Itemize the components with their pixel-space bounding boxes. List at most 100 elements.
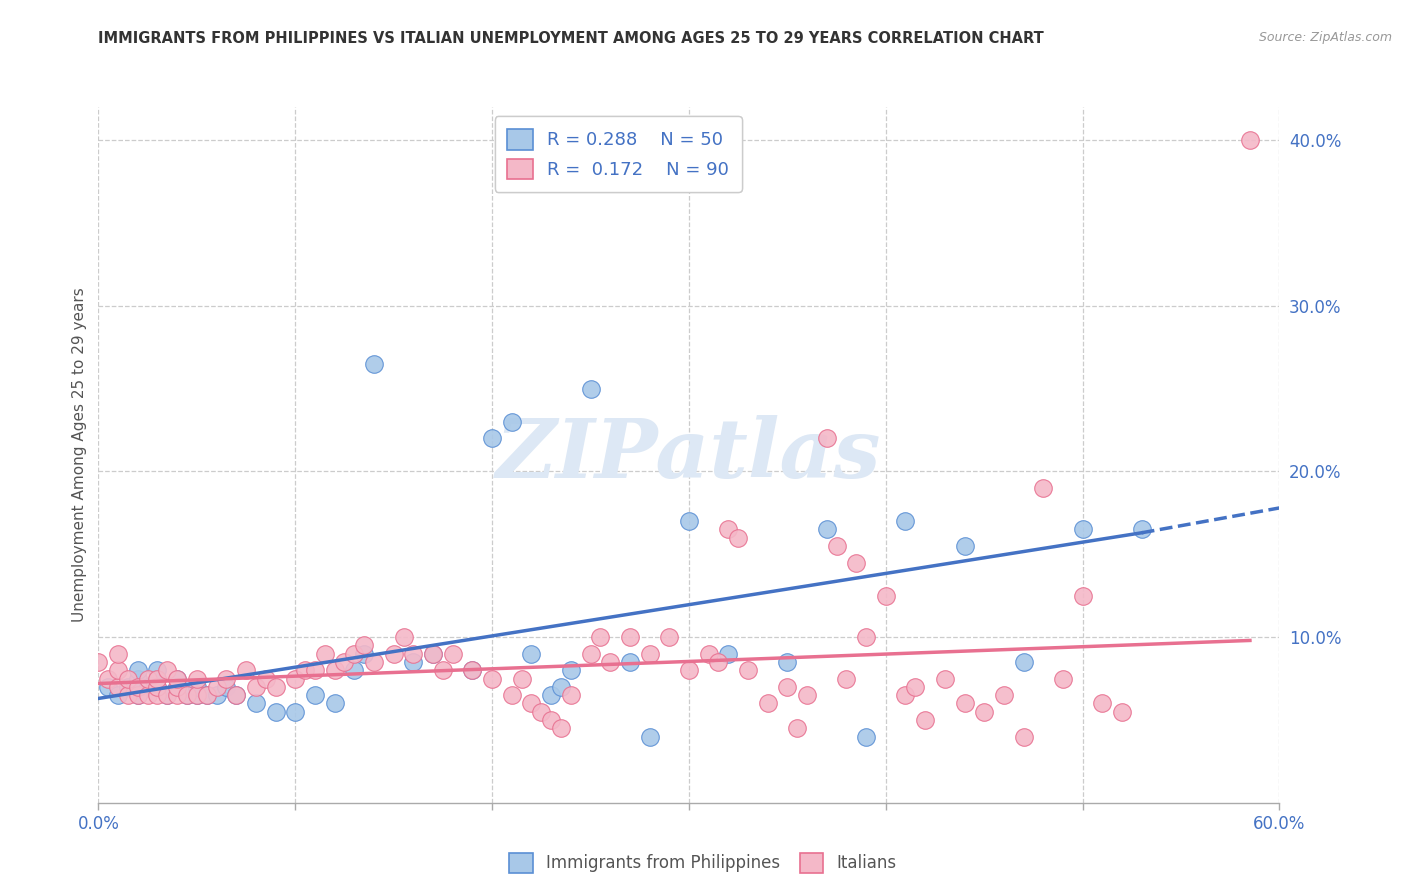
Point <box>599 655 621 669</box>
Point <box>540 688 562 702</box>
Point <box>776 655 799 669</box>
Point <box>146 663 169 677</box>
Legend: Immigrants from Philippines, Italians: Immigrants from Philippines, Italians <box>502 847 904 880</box>
Point <box>225 688 247 702</box>
Point <box>914 713 936 727</box>
Point <box>87 655 110 669</box>
Point <box>314 647 336 661</box>
Text: IMMIGRANTS FROM PHILIPPINES VS ITALIAN UNEMPLOYMENT AMONG AGES 25 TO 29 YEARS CO: IMMIGRANTS FROM PHILIPPINES VS ITALIAN U… <box>98 31 1045 46</box>
Point <box>117 688 139 702</box>
Point <box>825 539 848 553</box>
Point <box>855 630 877 644</box>
Point <box>589 630 612 644</box>
Point <box>215 672 238 686</box>
Point <box>107 680 129 694</box>
Point <box>166 672 188 686</box>
Point <box>579 647 602 661</box>
Point <box>166 672 188 686</box>
Point <box>186 688 208 702</box>
Point <box>510 672 533 686</box>
Point <box>136 672 159 686</box>
Point <box>461 663 484 677</box>
Point <box>756 697 779 711</box>
Legend: R = 0.288    N = 50, R =  0.172    N = 90: R = 0.288 N = 50, R = 0.172 N = 90 <box>495 116 741 192</box>
Point <box>717 523 740 537</box>
Point <box>550 680 572 694</box>
Point <box>166 680 188 694</box>
Point <box>186 672 208 686</box>
Point <box>1071 589 1094 603</box>
Point <box>638 647 661 661</box>
Point <box>363 655 385 669</box>
Point <box>97 672 120 686</box>
Point <box>343 663 366 677</box>
Point <box>993 688 1015 702</box>
Point <box>127 663 149 677</box>
Point <box>136 688 159 702</box>
Point <box>894 514 917 528</box>
Point <box>264 680 287 694</box>
Point <box>638 730 661 744</box>
Point <box>284 705 307 719</box>
Point <box>1091 697 1114 711</box>
Point <box>127 688 149 702</box>
Point <box>363 357 385 371</box>
Point <box>678 663 700 677</box>
Point <box>934 672 956 686</box>
Point <box>195 688 218 702</box>
Point <box>117 672 139 686</box>
Point <box>953 697 976 711</box>
Point <box>402 655 425 669</box>
Point <box>481 672 503 686</box>
Point <box>737 663 759 677</box>
Point <box>205 680 228 694</box>
Point <box>254 672 277 686</box>
Point <box>441 647 464 661</box>
Point <box>717 647 740 661</box>
Point <box>727 531 749 545</box>
Point <box>146 672 169 686</box>
Point <box>353 647 375 661</box>
Point <box>658 630 681 644</box>
Text: Source: ZipAtlas.com: Source: ZipAtlas.com <box>1258 31 1392 45</box>
Point <box>520 697 543 711</box>
Point <box>205 688 228 702</box>
Point <box>294 663 316 677</box>
Point <box>304 663 326 677</box>
Point <box>176 688 198 702</box>
Point <box>156 688 179 702</box>
Point <box>107 688 129 702</box>
Point <box>136 680 159 694</box>
Point <box>461 663 484 677</box>
Point <box>560 663 582 677</box>
Point <box>107 647 129 661</box>
Point <box>392 630 415 644</box>
Point <box>1052 672 1074 686</box>
Point <box>225 688 247 702</box>
Text: ZIPatlas: ZIPatlas <box>496 415 882 495</box>
Point <box>815 523 838 537</box>
Point <box>1012 730 1035 744</box>
Point <box>323 697 346 711</box>
Point <box>776 680 799 694</box>
Point <box>1111 705 1133 719</box>
Point <box>1071 523 1094 537</box>
Point <box>904 680 927 694</box>
Point <box>894 688 917 702</box>
Point <box>284 672 307 686</box>
Point <box>796 688 818 702</box>
Point <box>146 688 169 702</box>
Point <box>422 647 444 661</box>
Point <box>550 721 572 735</box>
Point <box>156 663 179 677</box>
Point <box>845 556 868 570</box>
Point <box>707 655 730 669</box>
Point <box>127 688 149 702</box>
Point <box>855 730 877 744</box>
Point <box>422 647 444 661</box>
Point <box>953 539 976 553</box>
Y-axis label: Unemployment Among Ages 25 to 29 years: Unemployment Among Ages 25 to 29 years <box>72 287 87 623</box>
Point <box>146 680 169 694</box>
Point <box>432 663 454 677</box>
Point <box>481 431 503 445</box>
